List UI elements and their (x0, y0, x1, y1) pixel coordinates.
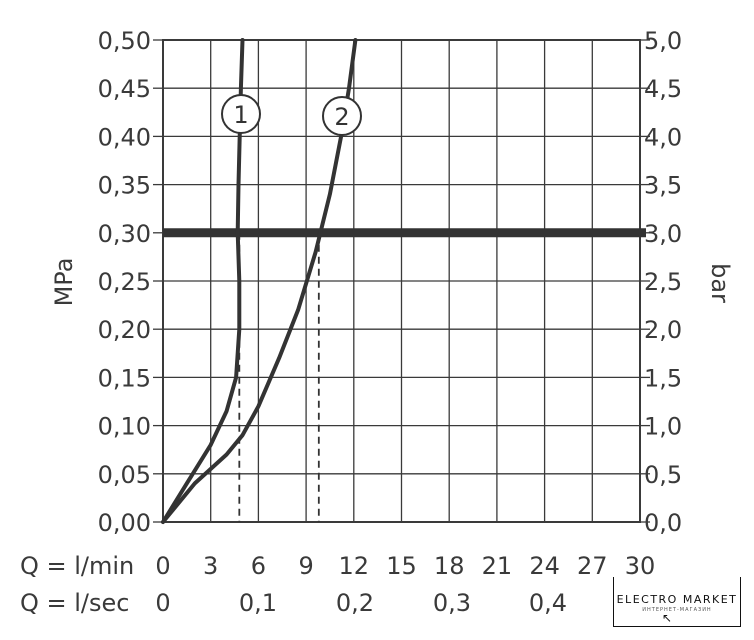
x-row1-tick-label: 12 (339, 552, 370, 580)
y-tick-label: 0,40 (98, 123, 151, 151)
electro-market-logo: ELECTRO MARKET ИНТЕРНЕТ-МАГАЗИН ↖ (613, 577, 741, 627)
x-row1-tick-label: 0 (155, 552, 170, 580)
y2-axis-title: bar (706, 263, 734, 303)
y-tick-label: 0,05 (98, 461, 151, 489)
x-row2-label: Q = l/sec (20, 589, 129, 617)
y2-tick-label: 2,0 (644, 316, 682, 344)
x-row2-tick-label: 0,1 (239, 589, 277, 617)
y2-tick-label: 3,0 (644, 220, 682, 248)
curve-label-circle-2 (322, 96, 362, 136)
curve-label-2: 2 (334, 103, 349, 131)
y2-tick-label: 1,5 (644, 364, 682, 392)
x-row2-tick-label: 0,3 (433, 589, 471, 617)
x-row2-tick-label: 0 (155, 589, 170, 617)
y-tick-label: 0,00 (98, 509, 151, 537)
chart-grid (153, 39, 650, 523)
y-tick-label: 0,35 (98, 172, 151, 200)
x-row1-tick-label: 24 (529, 552, 560, 580)
x-row2-tick-label: 0,2 (336, 589, 374, 617)
y2-tick-label: 0,5 (644, 461, 682, 489)
curve-label-circle-1 (221, 94, 261, 134)
y-tick-label: 0,30 (98, 220, 151, 248)
x-row1-tick-label: 21 (482, 552, 513, 580)
y-tick-labels: 0,00 0,05 0,10 0,15 0,20 0,25 0,30 0,35 0,40 0,45… (98, 27, 151, 537)
y2-tick-label: 4,5 (644, 75, 682, 103)
y-tick-label: 0,10 (98, 413, 151, 441)
x-row1-tick-label: 15 (386, 552, 417, 580)
curve-label-1: 1 (233, 101, 248, 129)
cursor-icon: ↖ (662, 611, 673, 625)
x-row2-tick-label: 0,4 (529, 589, 567, 617)
y-tick-label: 0,20 (98, 316, 151, 344)
x-row1-tick-label: 9 (298, 552, 313, 580)
y2-tick-label: 0,0 (644, 509, 682, 537)
x-row1-tick-label: 6 (251, 552, 266, 580)
y2-tick-label: 5,0 (644, 27, 682, 55)
x-row1-tick-label: 30 (625, 552, 656, 580)
y2-tick-label: 3,5 (644, 172, 682, 200)
x-tick-labels: 0 3 6 9 12 15 18 21 24 27 30 0 0,1 0,2 0,3 0,4 (155, 552, 655, 617)
x-row1-tick-label: 27 (577, 552, 608, 580)
logo-sub-text: ИНТЕРНЕТ-МАГАЗИН (642, 607, 712, 613)
logo-main-text: ELECTRO MARKET (616, 593, 738, 606)
y-tick-label: 0,45 (98, 75, 151, 103)
y-tick-label: 0,15 (98, 364, 151, 392)
x-row1-label: Q = l/min (20, 552, 134, 580)
y2-tick-label: 1,0 (644, 413, 682, 441)
y2-tick-labels: 0,0 0,5 1,0 1,5 2,0 2,5 3,0 3,5 4,0 4,5 5,0 (644, 27, 682, 537)
y-axis-title: MPa (50, 258, 78, 307)
y2-tick-label: 2,5 (644, 268, 682, 296)
y-tick-label: 0,50 (98, 27, 151, 55)
y-tick-label: 0,25 (98, 268, 151, 296)
plot-frame (162, 39, 641, 523)
x-row1-tick-label: 18 (434, 552, 465, 580)
x-row1-tick-label: 3 (203, 552, 218, 580)
y2-tick-label: 4,0 (644, 123, 682, 151)
curve-1 (161, 38, 245, 524)
